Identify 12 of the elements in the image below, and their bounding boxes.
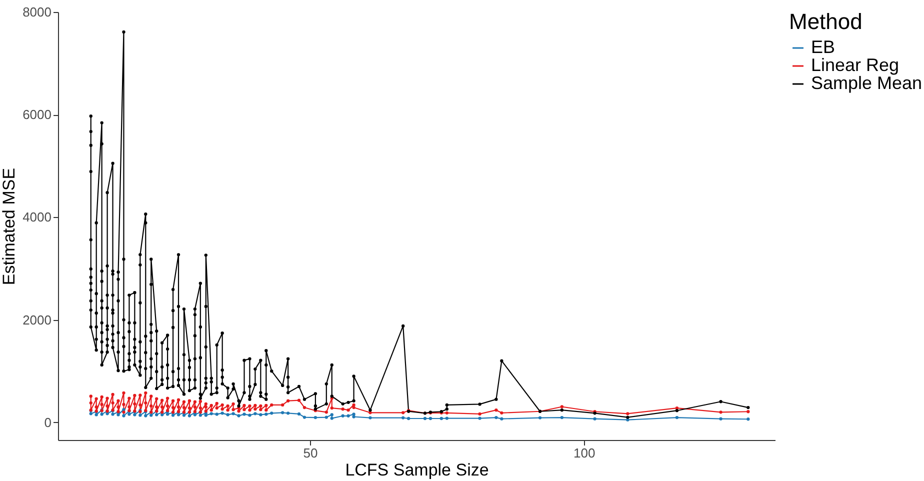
y-tick-label: 0: [44, 414, 52, 430]
x-tick-label: 100: [573, 446, 596, 460]
y-tick-label: 8000: [22, 4, 52, 20]
legend-label: Linear Reg: [811, 55, 900, 75]
y-tick-label: 6000: [22, 107, 52, 122]
y-tick-label: 2000: [22, 312, 52, 328]
x-axis-title: LCFS Sample Size: [345, 460, 489, 480]
x-tick-label: 50: [303, 446, 318, 460]
legend-title: Method: [789, 9, 862, 34]
legend-label: EB: [811, 37, 836, 57]
y-axis-title: Estimated MSE: [0, 168, 19, 286]
y-tick-label: 4000: [22, 210, 52, 225]
